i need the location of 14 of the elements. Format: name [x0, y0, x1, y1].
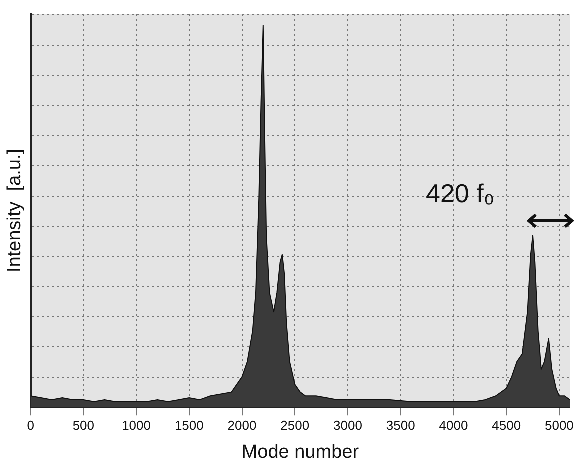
- x-tick-label: 4500: [492, 418, 522, 433]
- x-tick-label: 2500: [280, 418, 310, 433]
- x-tick-label: 3000: [334, 418, 362, 433]
- annotation: 420 f₀: [426, 178, 495, 209]
- x-axis-title: Mode number: [242, 442, 360, 463]
- x-tick-label: 5000: [544, 418, 574, 433]
- x-tick-label: 2000: [228, 418, 257, 433]
- x-tick-label: 1500: [174, 418, 204, 433]
- y-axis-title: Intensity [a.u.]: [4, 149, 26, 273]
- x-tick-label: 0: [27, 418, 34, 433]
- x-tick-label: 1000: [122, 418, 151, 433]
- x-tick-label: 500: [72, 418, 95, 433]
- x-tick-label: 3500: [386, 418, 416, 433]
- x-tick-label: 4000: [439, 418, 468, 433]
